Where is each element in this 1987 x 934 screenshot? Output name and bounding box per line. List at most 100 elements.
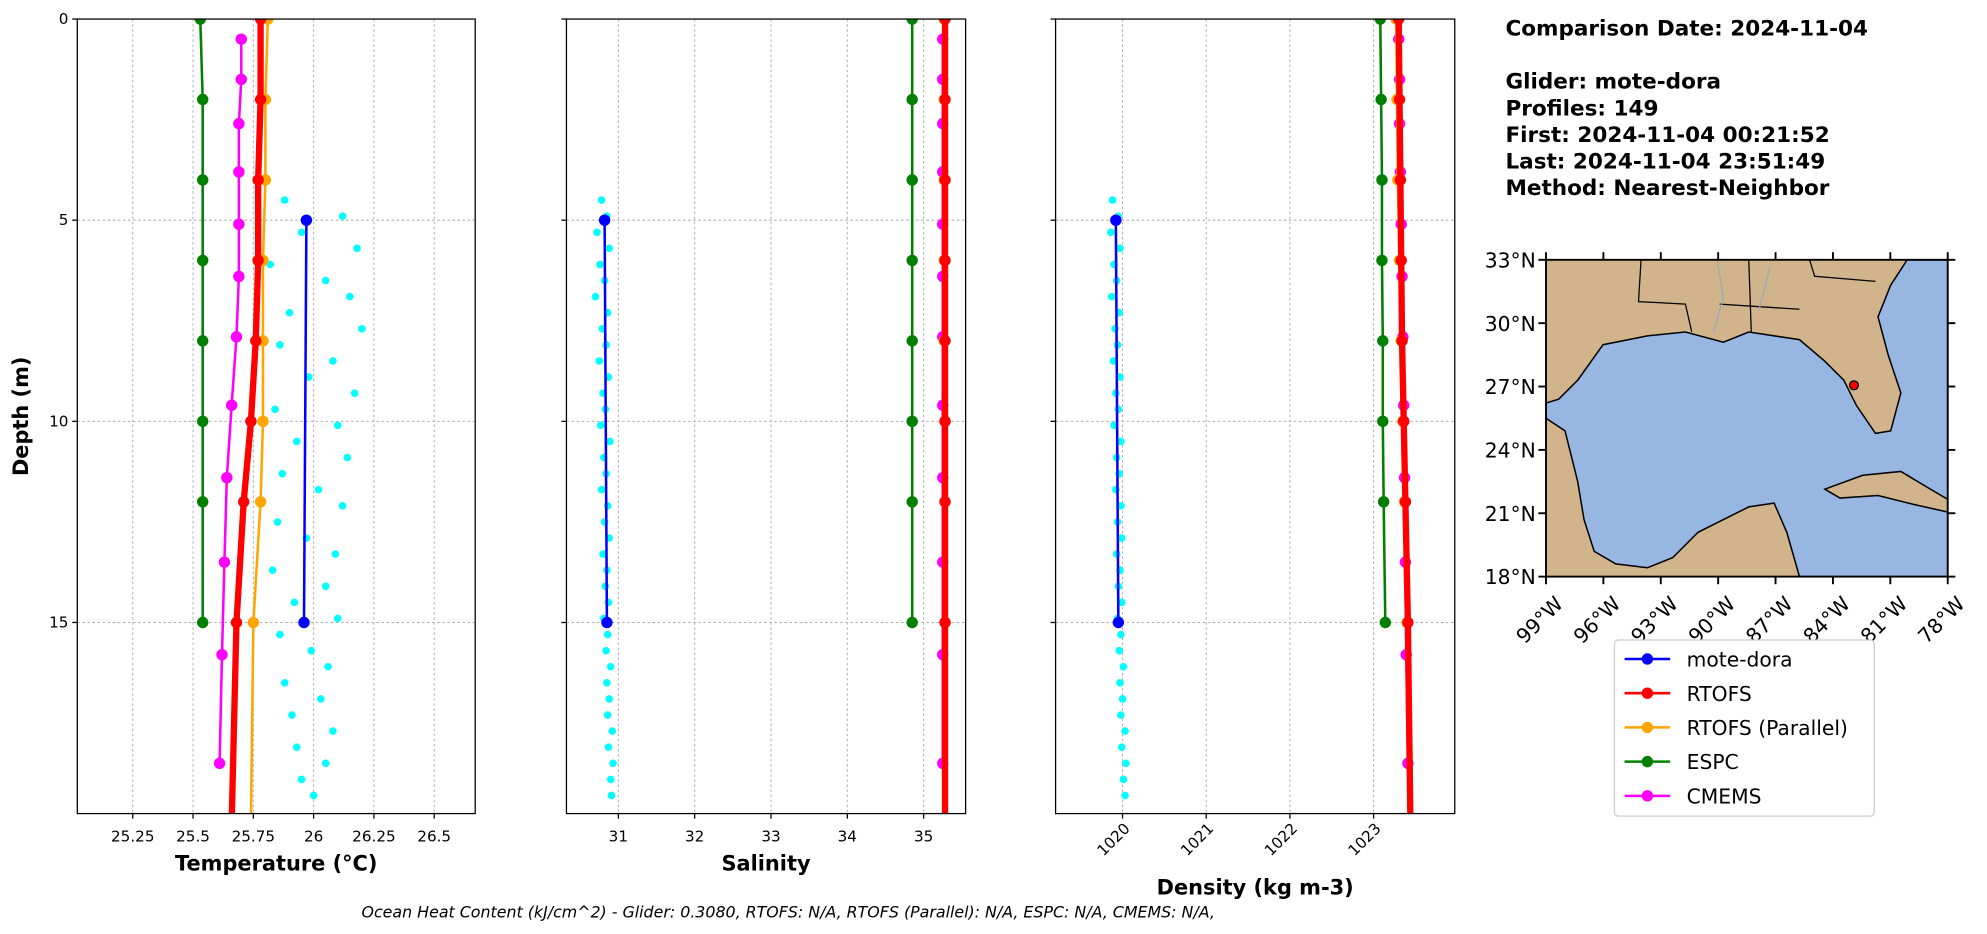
glider-point xyxy=(343,453,352,462)
x-tick-label: 26.25 xyxy=(352,827,395,845)
map: 18°N21°N24°N27°N30°N33°N99°W 96°W 93°W 90°W… xyxy=(1485,248,1970,648)
footer: Ocean Heat Content (kJ/cm^2) - Glider: 0… xyxy=(362,902,1215,921)
borders xyxy=(1637,259,1876,333)
info-line: First: 2024-11-04 00:21:52 xyxy=(1505,123,1829,148)
glider-point xyxy=(321,276,330,285)
series-marker xyxy=(1396,335,1408,347)
lat-tick-label: 21°N xyxy=(1485,502,1536,526)
legend: mote-dora RTOFS RTOFS (Parallel) ESPC CMEMS xyxy=(1613,639,1875,817)
series-marker xyxy=(1399,496,1412,508)
glider-point xyxy=(290,598,299,607)
glider-point xyxy=(604,743,613,752)
series-marker xyxy=(939,616,951,629)
series-marker xyxy=(939,496,951,508)
series-marker xyxy=(1405,818,1416,829)
legend-label: CMEMS xyxy=(1687,784,1762,808)
glider-point xyxy=(606,437,614,446)
axes-frame xyxy=(76,18,476,815)
series-marker xyxy=(939,818,950,829)
glider-point xyxy=(338,502,347,510)
series-marker xyxy=(300,214,313,226)
series-marker xyxy=(1379,616,1392,629)
series-marker xyxy=(254,19,267,25)
x-tick-label: 1020 xyxy=(1094,820,1134,860)
series-marker xyxy=(196,174,209,186)
glider-point xyxy=(1108,196,1117,204)
x-tick-label: 35 xyxy=(914,827,933,845)
glider-point xyxy=(350,389,359,397)
series-marker xyxy=(1377,335,1389,347)
series-marker xyxy=(235,73,247,86)
glider-point xyxy=(317,695,325,703)
series-marker xyxy=(235,33,247,45)
glider-point xyxy=(601,582,610,591)
glider-point xyxy=(1116,373,1124,381)
glider-point xyxy=(321,759,330,768)
glider-point xyxy=(608,727,617,735)
glider-point xyxy=(297,775,306,784)
series-marker xyxy=(939,415,951,428)
glider-point xyxy=(280,679,289,687)
series-marker xyxy=(601,616,613,629)
x-axis-label: Density (kg m-3) xyxy=(1157,876,1354,900)
glider-point xyxy=(605,244,613,253)
series-marker xyxy=(906,174,918,186)
x-tick-label: 1021 xyxy=(1177,820,1217,860)
glider-point xyxy=(1116,679,1124,687)
glider-point xyxy=(309,791,318,800)
glider-point xyxy=(271,405,279,414)
glider-point xyxy=(596,421,605,430)
plot-area xyxy=(1107,19,1416,829)
series-marker xyxy=(939,174,951,186)
series-marker xyxy=(230,616,243,629)
x-tick-label: 34 xyxy=(838,827,857,845)
lon-tick-label: 78°W xyxy=(1913,592,1970,649)
y-tick-label: 0 xyxy=(59,10,69,28)
glider-point xyxy=(1117,437,1125,446)
series-marker xyxy=(221,471,233,484)
series-marker xyxy=(233,218,245,230)
series-marker xyxy=(298,616,310,629)
glider-point xyxy=(597,485,606,494)
series-marker xyxy=(196,616,209,629)
glider-point xyxy=(1119,775,1128,784)
series-marker xyxy=(250,335,262,347)
series-marker xyxy=(216,648,228,661)
lat-tick-label: 30°N xyxy=(1485,312,1536,336)
x-tick-label: 1022 xyxy=(1261,820,1301,860)
series-marker xyxy=(257,415,269,428)
series-marker xyxy=(245,415,257,428)
glider-point xyxy=(596,260,604,269)
lat-tick-label: 18°N xyxy=(1485,565,1536,589)
glider-point xyxy=(324,662,332,671)
series-marker xyxy=(1393,93,1406,106)
glider-point xyxy=(1117,534,1126,542)
series-marker xyxy=(1404,818,1415,829)
glider-point xyxy=(280,196,289,204)
glider-point xyxy=(268,566,277,574)
series-marker xyxy=(906,415,918,428)
series-marker xyxy=(598,214,611,226)
glider-point xyxy=(599,550,607,558)
series-marker xyxy=(196,254,209,267)
series-marker xyxy=(1376,254,1388,267)
info-line: Profiles: 149 xyxy=(1505,96,1658,121)
series-marker xyxy=(194,19,206,25)
series-marker xyxy=(939,19,951,25)
info-line: Last: 2024-11-04 23:51:49 xyxy=(1505,150,1825,175)
x-tick-label: 1023 xyxy=(1345,820,1385,860)
glider-point xyxy=(1121,791,1129,800)
legend-label: RTOFS xyxy=(1687,682,1752,706)
glider-point xyxy=(1117,711,1125,719)
glider-point xyxy=(591,292,600,301)
subplot: 31 32 33 34 35 Salinity xyxy=(561,18,967,876)
glider-point xyxy=(1116,244,1124,253)
glider-point xyxy=(333,421,342,430)
series-marker xyxy=(1110,214,1122,226)
legend-label: ESPC xyxy=(1687,750,1739,774)
legend-frame xyxy=(1613,639,1875,817)
y-tick-label: 15 xyxy=(49,614,68,632)
series-marker xyxy=(1112,616,1125,629)
glider-point xyxy=(593,228,601,237)
series-marker xyxy=(906,19,918,25)
